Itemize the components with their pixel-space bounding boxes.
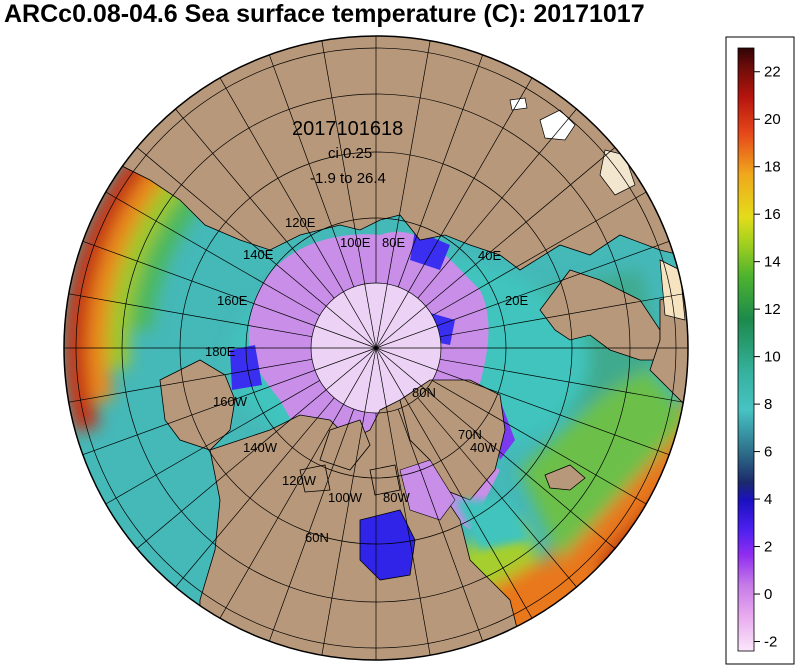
- timestamp-label: 2017101618: [292, 118, 403, 140]
- meridian-line: [432, 380, 647, 505]
- lon-label-100e: 100E: [340, 235, 371, 250]
- lon-label-120w: 120W: [282, 473, 317, 488]
- meridian-line: [397, 408, 484, 642]
- labrador-sea: [455, 500, 530, 550]
- meridian-line: [105, 380, 320, 505]
- meridian-line: [375, 77, 533, 349]
- meridian-line: [175, 108, 335, 299]
- meridian-line: [68, 358, 313, 403]
- canadian-archipelago: [319, 419, 371, 471]
- map-title: ARCc0.08-04.6 Sea surface temperature (C…: [4, 0, 645, 28]
- meridian-line: [375, 347, 431, 656]
- lon-label-100w: 100W: [328, 490, 363, 505]
- map-border: [63, 35, 689, 661]
- meridian-line: [439, 293, 684, 338]
- lon-label-120e: 120E: [285, 215, 316, 230]
- meridian-line: [375, 240, 670, 349]
- lat-label-60n: 60N: [305, 530, 329, 545]
- meridian-line: [417, 108, 577, 299]
- lon-label-80w: 80W: [383, 490, 410, 505]
- hudson-bay: [359, 509, 416, 581]
- meridian-line: [432, 191, 647, 316]
- lat-label-70n: 70N: [458, 427, 482, 442]
- graticule: [64, 36, 688, 660]
- meridian-line: [375, 347, 616, 549]
- meridian-line: [321, 347, 377, 656]
- lon-label-140e: 140E: [243, 247, 274, 262]
- meridian-line: [375, 347, 533, 619]
- meridian-line: [268, 54, 355, 288]
- meridian-line: [105, 191, 320, 316]
- lon-label-80e: 80E: [382, 235, 405, 250]
- value-range-label: -1.9 to 26.4: [310, 170, 386, 187]
- meridian-line: [321, 40, 377, 349]
- meridian-line: [68, 293, 313, 338]
- lon-label-140w: 140W: [243, 440, 278, 455]
- meridian-line: [268, 408, 355, 642]
- meridian-line: [136, 147, 377, 349]
- meridian-line: [82, 240, 377, 349]
- meridian-line: [219, 77, 377, 349]
- meridian-line: [136, 347, 377, 549]
- contour-interval-label: ci 0.25: [328, 145, 372, 162]
- meridian-line: [375, 147, 616, 349]
- meridian-line: [375, 347, 670, 456]
- meridian-line: [417, 397, 577, 588]
- lon-label-20e: 20E: [505, 293, 528, 308]
- lon-label-40e: 40E: [478, 248, 501, 263]
- lon-label-180e: 180E: [205, 344, 236, 359]
- iceland-landmass: [544, 464, 586, 491]
- meridian-line: [397, 54, 484, 288]
- lon-label-160w: 160W: [213, 394, 248, 409]
- meridian-line: [375, 40, 431, 349]
- meridian-line: [219, 347, 377, 619]
- meridian-line: [175, 397, 335, 588]
- lon-label-40w: 40W: [470, 440, 497, 455]
- meridian-line: [82, 347, 377, 456]
- lat-label-80n: 80N: [412, 385, 436, 400]
- meridian-lines: [64, 36, 688, 660]
- meridian-line: [439, 358, 684, 403]
- lon-label-160e: 160E: [217, 293, 248, 308]
